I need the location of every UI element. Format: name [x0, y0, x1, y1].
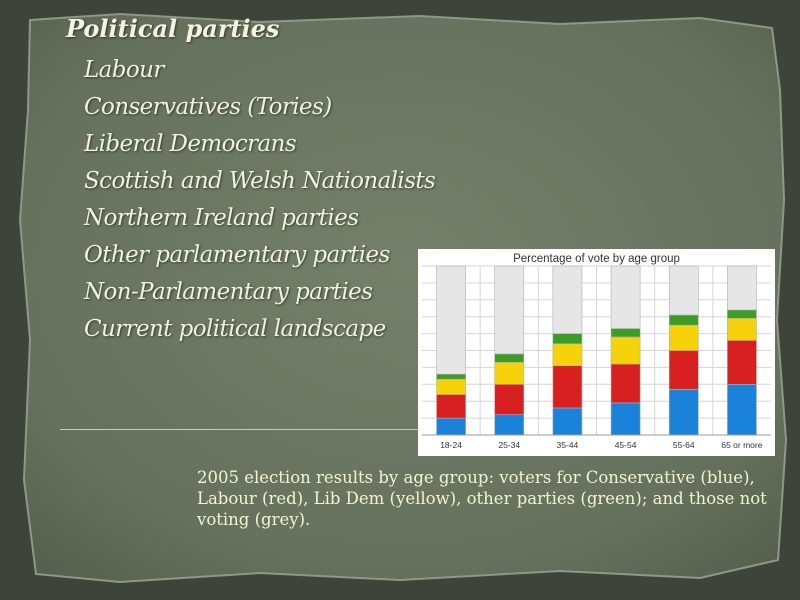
bar-segment-not-voting	[494, 265, 525, 355]
bar-segment-conservative	[552, 407, 583, 436]
bar-segment-conservative	[494, 414, 525, 436]
topic-non-parliamentary[interactable]: Non-Parlamentary parties	[84, 279, 373, 305]
slide-title: Political parties	[66, 14, 280, 43]
bar-segment-lib-dem	[436, 378, 466, 395]
bar-segment-lib-dem	[494, 362, 525, 385]
bar-segment-conservative	[727, 384, 757, 436]
chart-caption: 2005 election results by age group: vote…	[197, 468, 767, 529]
bar-segment-labour	[727, 340, 757, 385]
bar-segment-labour	[494, 384, 525, 416]
topic-current-landscape[interactable]: Current political landscape	[84, 316, 386, 342]
x-tick-label: 35-44	[557, 440, 579, 450]
bar-segment-not-voting	[610, 265, 641, 329]
bar-segment-not-voting	[552, 265, 583, 334]
topic-conservatives[interactable]: Conservatives (Tories)	[84, 94, 332, 120]
x-tick-label: 18-24	[440, 440, 462, 450]
bar-segment-other	[552, 333, 583, 345]
bar-segment-other	[727, 309, 757, 319]
bar-segment-conservative	[610, 402, 641, 436]
chart-svg: Percentage of vote by age group 18-24 25-3…	[422, 253, 771, 450]
topic-liberal-democrats[interactable]: Liberal Democrans	[84, 131, 297, 157]
bar-segment-other	[668, 314, 699, 326]
topic-northern-ireland[interactable]: Northern Ireland parties	[84, 205, 359, 231]
bar-segment-conservative	[436, 417, 466, 436]
bar-segment-lib-dem	[552, 343, 583, 367]
bar-segment-lib-dem	[668, 324, 699, 351]
bar-segment-lib-dem	[610, 336, 641, 365]
bar-segment-not-voting	[436, 265, 466, 375]
bar-segment-labour	[436, 394, 466, 419]
x-tick-label: 55-64	[673, 440, 695, 450]
bar-segment-labour	[610, 363, 641, 404]
chart-title: Percentage of vote by age group	[513, 253, 680, 265]
bar-segment-not-voting	[668, 265, 699, 316]
bar-segment-other	[494, 353, 525, 363]
party-topics-list: Labour Conservatives (Tories) Liberal De…	[84, 52, 436, 348]
bar-segment-not-voting	[727, 265, 757, 311]
bar-segment-lib-dem	[727, 318, 757, 341]
x-tick-label: 25-34	[498, 440, 520, 450]
divider-line	[60, 429, 425, 430]
topic-nationalists[interactable]: Scottish and Welsh Nationalists	[84, 168, 436, 194]
bar-segment-labour	[552, 365, 583, 409]
bar-segment-other	[436, 373, 466, 380]
bar-segment-other	[610, 328, 641, 338]
age-group-chart: Percentage of vote by age group 18-24 25-3…	[418, 249, 775, 456]
topic-labour[interactable]: Labour	[84, 57, 164, 83]
x-tick-label: 45-54	[615, 440, 637, 450]
x-tick-label: 65 or more	[721, 440, 762, 450]
topic-other-parliamentary[interactable]: Other parlamentary parties	[84, 242, 390, 268]
bar-segment-labour	[668, 350, 699, 390]
bar-segment-conservative	[668, 389, 699, 436]
